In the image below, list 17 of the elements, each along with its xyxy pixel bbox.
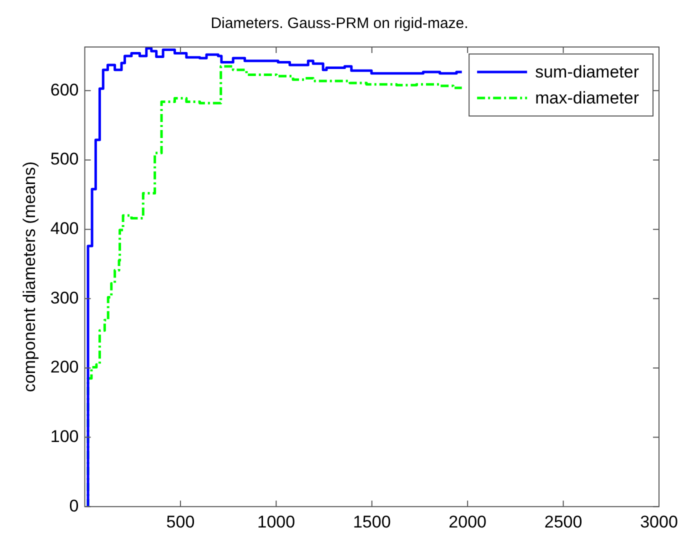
x-tick-label: 2500 (544, 512, 582, 532)
legend-label: max-diameter (535, 88, 640, 108)
y-tick-label: 100 (50, 426, 79, 446)
y-axis-title: component diameters (means) (20, 162, 39, 392)
legend-label: sum-diameter (535, 62, 640, 82)
y-tick-label: 500 (50, 150, 79, 169)
y-tick-label: 600 (50, 80, 79, 100)
y-tick-label: 400 (50, 219, 79, 238)
chart-title: Diameters. Gauss-PRM on rigid-maze. (210, 15, 468, 32)
x-tick-label: 1500 (352, 512, 391, 532)
x-tick-label: 500 (166, 512, 195, 532)
x-tick-label: 2000 (448, 512, 486, 532)
y-tick-label: 300 (50, 288, 79, 308)
x-tick-label: 3000 (640, 512, 678, 532)
y-tick-label: 0 (69, 496, 79, 516)
y-tick-label: 200 (50, 358, 79, 377)
x-tick-label: 1000 (257, 512, 296, 532)
